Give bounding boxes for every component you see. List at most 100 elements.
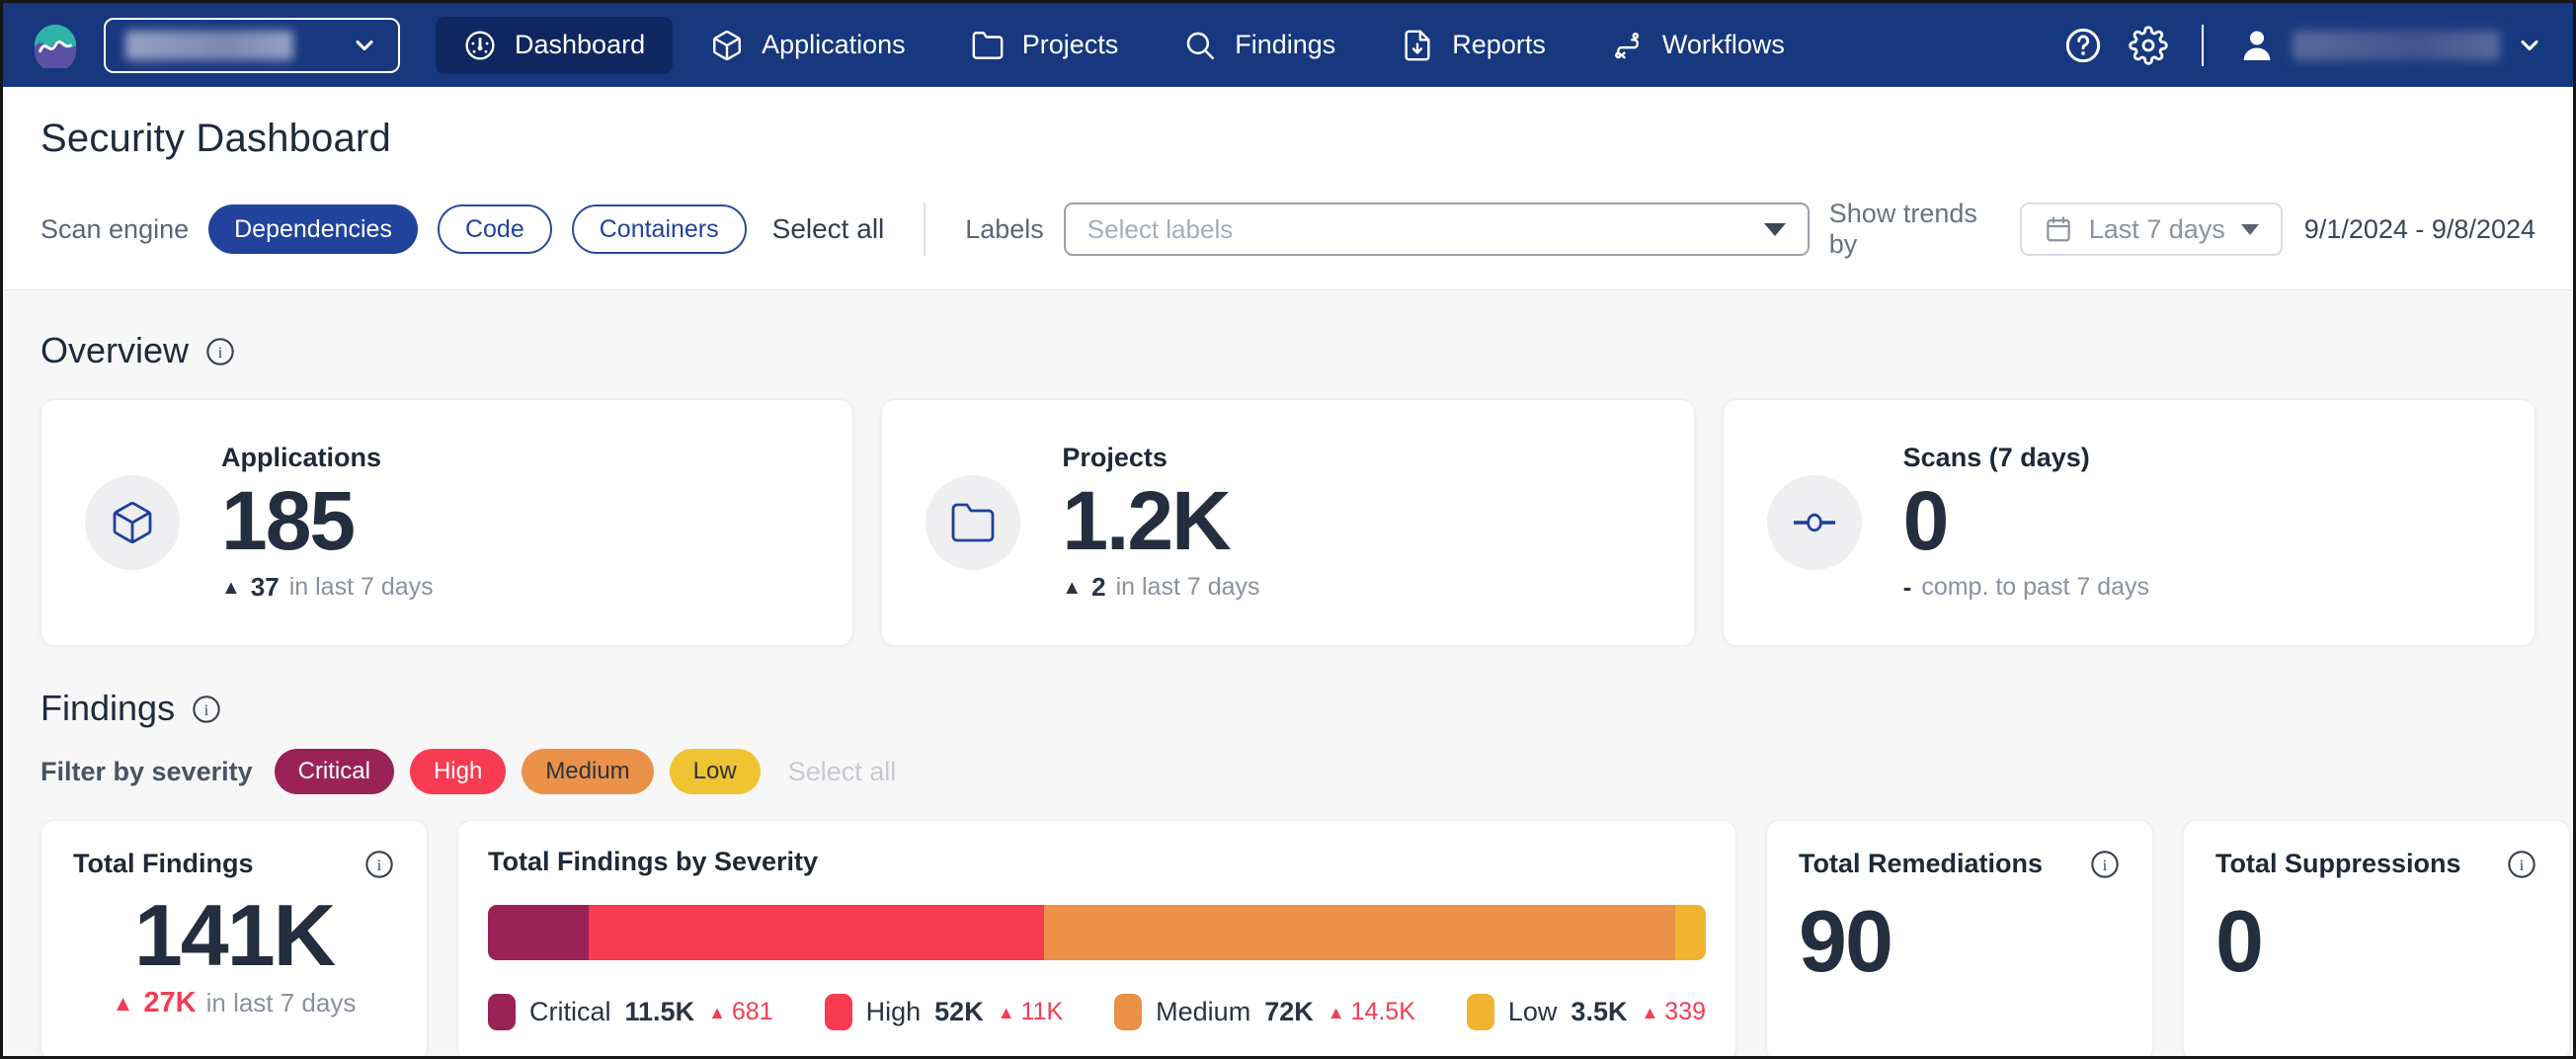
legend-item-high: High 52K ▲ 11K (824, 994, 1063, 1030)
folder-icon (951, 503, 995, 542)
labels-select[interactable]: Select labels (1063, 203, 1810, 256)
scan-engine-select-all[interactable]: Select all (771, 213, 885, 244)
severity-select-all[interactable]: Select all (787, 756, 897, 786)
overview-section-title: Overview i (40, 330, 2536, 371)
nav-item-applications[interactable]: Applications (683, 17, 933, 74)
severity-filter-row: Filter by severity Critical High Medium … (40, 749, 2536, 794)
scans-delta-value: - (1902, 572, 1912, 603)
applications-delta-suffix: in last 7 days (288, 573, 434, 602)
top-navbar: Dashboard Applications Projects Find (3, 3, 2573, 87)
nav-item-label: Workflows (1661, 30, 1785, 59)
legend-delta-value: 11K (1020, 998, 1064, 1025)
trend-up-icon: ▲ (112, 990, 134, 1016)
filter-divider (924, 203, 926, 256)
settings-button[interactable] (2129, 25, 2168, 65)
legend-delta-value: 339 (1664, 998, 1707, 1025)
scans-card-body: Scans (7 days) 0 - comp. to past 7 days (1903, 443, 2149, 603)
legend-label: High (865, 997, 922, 1026)
findings-by-severity-title: Total Findings by Severity (488, 847, 819, 876)
organization-selector[interactable] (104, 17, 400, 73)
bar-segment-medium (1044, 905, 1675, 960)
chevron-down-icon (356, 40, 373, 50)
nav-item-projects[interactable]: Projects (943, 17, 1147, 74)
total-suppressions-value: 0 (2215, 892, 2264, 990)
scans-count: 0 (1902, 473, 1950, 567)
svg-text:i: i (218, 345, 223, 362)
total-suppressions-title: Total Suppressions (2215, 849, 2461, 878)
nav-item-reports[interactable]: Reports (1373, 17, 1573, 74)
legend-swatch-low (1466, 994, 1494, 1030)
scan-engine-pill-dependencies[interactable]: Dependencies (208, 204, 418, 254)
findings-by-severity-card: Total Findings by Severity Critical 11.5… (457, 820, 1737, 1056)
total-suppressions-header: Total Suppressions i (2215, 849, 2537, 880)
projects-card: Projects 1.2K ▲ 2 in last 7 days (881, 399, 1695, 646)
scans-delta: - comp. to past 7 days (1903, 572, 2149, 603)
total-findings-info-icon[interactable]: i (363, 849, 395, 880)
total-findings-delta-value: 27K (143, 987, 197, 1019)
total-findings-delta: ▲ 27K in last 7 days (73, 987, 395, 1019)
findings-info-icon[interactable]: i (191, 692, 222, 724)
scans-card-title: Scans (7 days) (1902, 442, 2090, 472)
scan-engine-label: Scan engine (40, 213, 190, 244)
total-remediations-card: Total Remediations i 90 (1766, 820, 2154, 1056)
legend-swatch-critical (488, 994, 516, 1030)
applications-icon-circle (85, 475, 180, 570)
legend-value: 11.5K (624, 997, 695, 1026)
cube-icon (113, 502, 152, 543)
total-findings-header: Total Findings i (73, 849, 395, 880)
legend-item-low: Low 3.5K ▲ 339 (1466, 994, 1707, 1030)
trend-up-icon: ▲ (221, 576, 241, 599)
severity-pill-medium[interactable]: Medium (522, 749, 654, 794)
total-remediations-value: 90 (1799, 892, 1893, 990)
overview-cards: Applications 185 ▲ 37 in last 7 days (40, 399, 2536, 646)
total-findings-delta-suffix: in last 7 days (205, 988, 357, 1018)
trends-controls: Show trends by Last 7 days 9/1/2024 - 9/… (1829, 199, 2536, 260)
bar-segment-low (1674, 905, 1706, 960)
nav-item-label: Applications (762, 30, 906, 59)
legend-item-critical: Critical 11.5K ▲ 681 (488, 994, 773, 1030)
svg-text:i: i (2520, 857, 2525, 874)
findings-cards: Total Findings i 141K ▲ 27K in last 7 da… (40, 820, 2571, 1056)
legend-label: Medium (1156, 997, 1251, 1026)
severity-pill-low[interactable]: Low (669, 749, 761, 794)
severity-pill-critical[interactable]: Critical (274, 749, 394, 794)
scan-engine-pill-containers[interactable]: Containers (571, 204, 747, 254)
scan-icon (1793, 513, 1835, 532)
total-suppressions-info-icon[interactable]: i (2506, 849, 2537, 880)
show-trends-by-label: Show trends by (1828, 199, 1977, 259)
labels-placeholder: Select labels (1087, 213, 1234, 244)
nav-item-findings[interactable]: Findings (1156, 17, 1363, 74)
legend-swatch-medium (1114, 994, 1143, 1030)
total-findings-value: 141K (133, 886, 336, 984)
legend-delta: ▲ 11K (998, 998, 1063, 1026)
page-header: Security Dashboard Scan engine Dependenc… (3, 87, 2573, 290)
filter-row: Scan engine Dependencies Code Containers… (40, 199, 2536, 260)
legend-delta: ▲ 681 (708, 998, 773, 1026)
severity-legend: Critical 11.5K ▲ 681 High 52K ▲ 11K Medium… (488, 994, 1706, 1030)
findings-section-title: Findings i (40, 688, 2536, 729)
nav-item-dashboard[interactable]: Dashboard (436, 16, 674, 74)
dashboard-content: Overview i Applications 185 ▲ (3, 330, 2573, 1056)
svg-text:i: i (2103, 857, 2108, 874)
trends-date-range: 9/1/2024 - 9/8/2024 (2303, 213, 2536, 244)
scans-card: Scans (7 days) 0 - comp. to past 7 days (1722, 399, 2536, 646)
overview-info-icon[interactable]: i (204, 335, 236, 367)
report-icon (1405, 30, 1430, 60)
folder-icon (972, 31, 1004, 59)
scan-engine-pill-code[interactable]: Code (437, 204, 552, 254)
overview-title-text: Overview (40, 330, 190, 370)
user-menu[interactable] (2237, 26, 2543, 65)
legend-value: 3.5K (1570, 997, 1628, 1026)
legend-item-medium: Medium 72K ▲ 14.5K (1114, 994, 1415, 1030)
workflow-icon (1614, 32, 1639, 58)
help-button[interactable] (2063, 26, 2103, 65)
total-remediations-header: Total Remediations i (1799, 849, 2121, 880)
cube-icon (713, 30, 742, 60)
chevron-down-icon (2521, 40, 2538, 50)
total-remediations-info-icon[interactable]: i (2089, 849, 2121, 880)
trends-range-dropdown[interactable]: Last 7 days (2019, 203, 2283, 256)
nav-item-workflows[interactable]: Workflows (1583, 17, 1812, 74)
severity-pill-high[interactable]: High (409, 749, 507, 794)
navbar-divider (2202, 24, 2204, 66)
